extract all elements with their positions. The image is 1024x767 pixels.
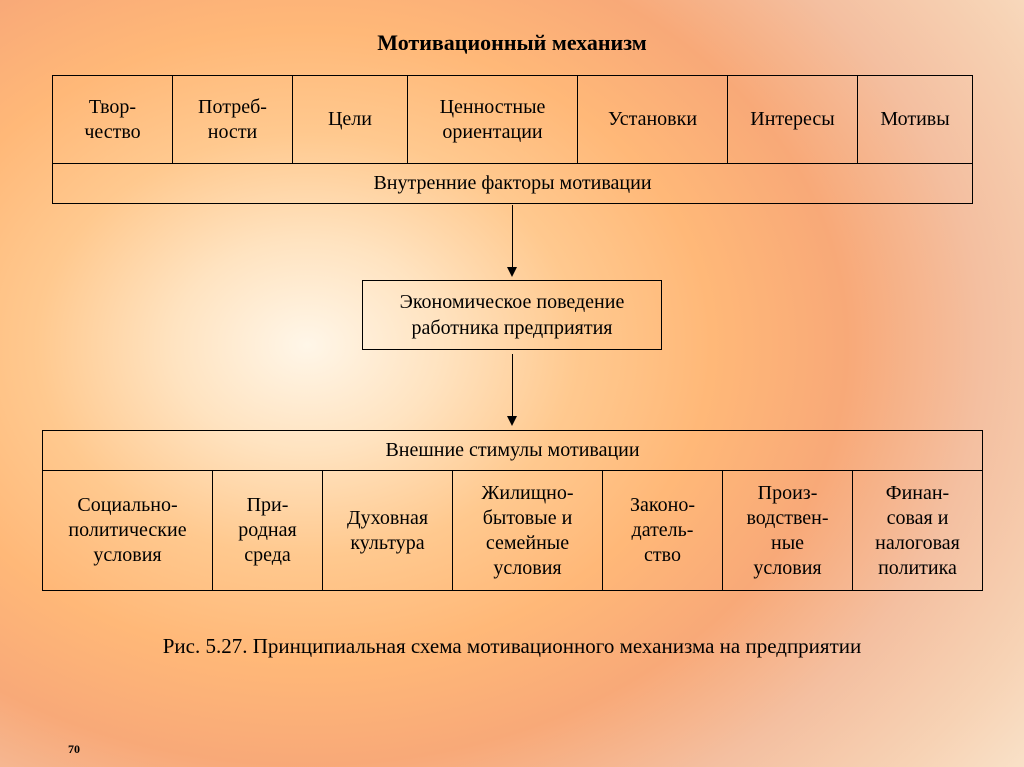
bottom-cell-4: Жилищно-бытовые исемейныеусловия	[453, 471, 603, 591]
diagram-title: Мотивационный механизм	[0, 30, 1024, 56]
figure-caption: Рис. 5.27. Принципиальная схема мотиваци…	[0, 634, 1024, 659]
center-box: Экономическое поведениеработника предпри…	[362, 280, 662, 350]
bottom-block: Внешние стимулы мотивации Социально-поли…	[42, 430, 983, 591]
top-cell-6: Интересы	[728, 76, 858, 164]
top-cell-1: Твор-чество	[53, 76, 173, 164]
top-block-header: Внутренние факторы мотивации	[53, 164, 973, 204]
bottom-block-header: Внешние стимулы мотивации	[43, 431, 983, 471]
bottom-cell-7: Финан-совая иналоговаяполитика	[853, 471, 983, 591]
top-cell-7: Мотивы	[858, 76, 973, 164]
top-cell-3: Цели	[293, 76, 408, 164]
top-block: Твор-чество Потреб-ности Цели Ценностные…	[52, 75, 973, 204]
bottom-cell-5: Законо-датель-ство	[603, 471, 723, 591]
bottom-block-cells-row: Социально-политическиеусловия При-родная…	[43, 471, 983, 591]
top-block-cells-row: Твор-чество Потреб-ности Цели Ценностные…	[53, 76, 973, 164]
bottom-block-header-row: Внешние стимулы мотивации	[43, 431, 983, 471]
top-cell-5: Установки	[578, 76, 728, 164]
top-block-header-row: Внутренние факторы мотивации	[53, 164, 973, 204]
bottom-cell-6: Произ-водствен-ныеусловия	[723, 471, 853, 591]
arrow-top-to-center	[507, 205, 517, 277]
top-cell-4: Ценностныеориентации	[408, 76, 578, 164]
bottom-cell-3: Духовнаякультура	[323, 471, 453, 591]
arrow-center-to-bottom	[507, 354, 517, 426]
bottom-cell-2: При-роднаясреда	[213, 471, 323, 591]
bottom-cell-1: Социально-политическиеусловия	[43, 471, 213, 591]
page-number: 70	[68, 742, 80, 757]
top-cell-2: Потреб-ности	[173, 76, 293, 164]
